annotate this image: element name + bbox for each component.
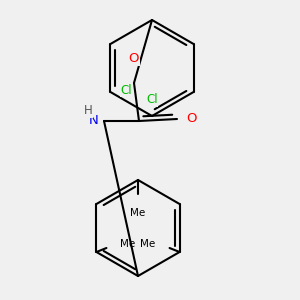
Text: Me: Me — [130, 208, 146, 218]
Text: O: O — [128, 52, 139, 65]
Text: Me: Me — [140, 239, 156, 249]
Text: Cl: Cl — [146, 93, 158, 106]
Text: O: O — [186, 112, 196, 125]
Text: Me: Me — [120, 239, 136, 249]
Text: Cl: Cl — [120, 83, 132, 97]
Text: H: H — [84, 104, 92, 118]
Text: N: N — [88, 115, 98, 128]
